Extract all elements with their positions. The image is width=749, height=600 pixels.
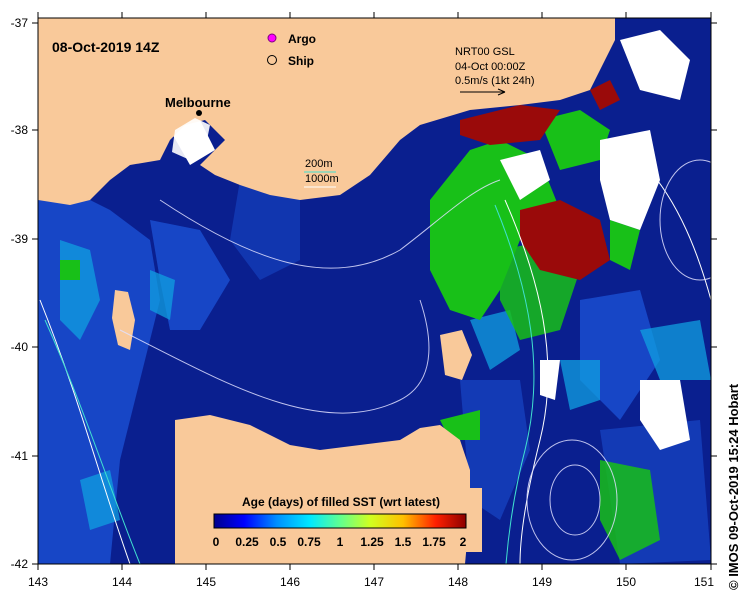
lat-ticks: [32, 22, 717, 565]
lon-label: 146: [280, 575, 300, 589]
isobath-label-1000: 1000m: [305, 173, 339, 185]
colorbar: Age (days) of filled SST (wrt latest) 0 …: [200, 488, 482, 552]
lat-label: -37: [11, 16, 29, 30]
argo-icon: [267, 33, 277, 43]
lon-label: 144: [112, 575, 132, 589]
colorbar-tick: 0.25: [235, 535, 259, 549]
port-phillip-bay: [172, 118, 210, 160]
lon-label: 143: [28, 575, 48, 589]
arrow-head-icon: [497, 88, 506, 96]
isobath-200m: [44, 204, 535, 564]
land-victoria: [38, 18, 615, 205]
colorbar-tick: 2: [460, 535, 467, 549]
current-contours: [119, 159, 711, 561]
lat-labels: -37 -38 -39 -40 -41 -42: [11, 16, 29, 571]
colorbar-tick: 0.75: [297, 535, 321, 549]
map-timestamp: 08-Oct-2019 14Z: [52, 39, 160, 55]
city-marker-icon: [196, 110, 202, 116]
lon-labels: 143 144 145 146 147 148 149 150 151: [28, 575, 714, 589]
colorbar-tick: 0: [213, 535, 220, 549]
imos-credit: © IMOS 09-Oct-2019 15:24 Hobart: [726, 383, 741, 590]
lon-label: 147: [364, 575, 384, 589]
lon-label: 151: [694, 575, 714, 589]
symbol-legend: Argo Ship: [267, 32, 316, 68]
lon-label: 145: [196, 575, 216, 589]
city-label-melbourne: Melbourne: [165, 95, 231, 110]
colorbar-tick: 0.5: [270, 535, 287, 549]
lat-label: -40: [11, 340, 29, 354]
current-product-date: 04-Oct 00:00Z: [455, 61, 526, 73]
lon-label: 149: [532, 575, 552, 589]
colorbar-tick: 1.75: [422, 535, 446, 549]
isobath-1000m: [39, 159, 711, 564]
current-product-name: NRT00 GSL: [455, 46, 515, 58]
lat-label: -42: [11, 557, 29, 571]
lon-label: 150: [616, 575, 636, 589]
lon-label: 148: [448, 575, 468, 589]
map-plot-area: [38, 18, 711, 564]
colorbar-gradient: [213, 513, 467, 529]
legend-argo-label: Argo: [288, 32, 316, 46]
isobath-legend: 200m 1000m: [304, 158, 339, 188]
colorbar-tick: 1: [337, 535, 344, 549]
legend-ship-label: Ship: [288, 54, 314, 68]
colorbar-tick: 1.25: [360, 535, 384, 549]
isobath-label-200: 200m: [305, 158, 333, 170]
colorbar-title: Age (days) of filled SST (wrt latest): [242, 495, 440, 509]
lat-label: -41: [11, 449, 29, 463]
current-product-scale: 0.5m/s (1kt 24h): [455, 75, 534, 87]
colorbar-tick: 1.5: [395, 535, 412, 549]
lat-label: -39: [11, 232, 29, 246]
ship-icon: [267, 55, 277, 65]
current-product-info: NRT00 GSL 04-Oct 00:00Z 0.5m/s (1kt 24h): [455, 46, 534, 96]
lon-ticks: [37, 12, 712, 570]
lat-label: -38: [11, 123, 29, 137]
land-flinders-island: [440, 330, 472, 380]
